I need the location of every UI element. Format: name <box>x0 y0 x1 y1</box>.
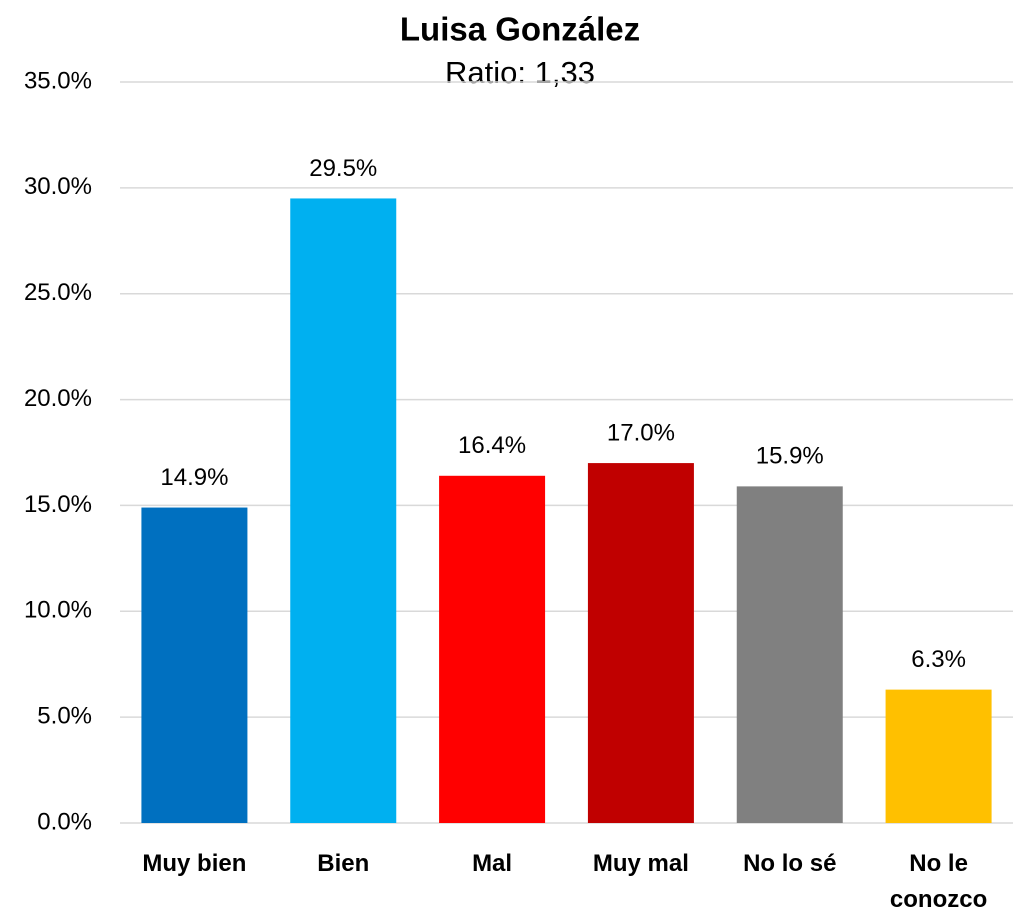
x-tick-label: Muy bien <box>142 850 247 877</box>
y-tick-label: 25.0% <box>24 279 92 306</box>
y-tick-label: 30.0% <box>24 173 92 200</box>
bar <box>736 486 843 823</box>
value-label: 16.4% <box>458 432 526 459</box>
y-tick-label: 0.0% <box>37 808 92 835</box>
y-tick-label: 10.0% <box>24 597 92 624</box>
bar <box>439 475 546 823</box>
value-label: 14.9% <box>160 464 228 491</box>
y-tick-label: 5.0% <box>37 702 92 729</box>
bar <box>587 463 694 823</box>
value-label: 6.3% <box>911 646 966 673</box>
bar <box>885 689 992 823</box>
x-tick-label: Bien <box>317 850 370 877</box>
chart-subtitle: Ratio: 1,33 <box>445 55 595 90</box>
x-tick-label: Mal <box>472 850 513 877</box>
value-label: 29.5% <box>309 155 377 182</box>
x-tick-label: No lo sé <box>743 850 837 877</box>
x-tick-label: No le conozco <box>889 850 988 913</box>
value-label: 17.0% <box>607 419 675 446</box>
bar <box>141 507 248 823</box>
y-tick-label: 35.0% <box>24 67 92 94</box>
chart-title: Luisa González <box>400 11 640 48</box>
x-tick-label: Muy mal <box>592 850 689 877</box>
y-tick-label: 15.0% <box>24 491 92 518</box>
y-tick-label: 20.0% <box>24 385 92 412</box>
bar <box>290 198 397 823</box>
value-label: 15.9% <box>756 443 824 470</box>
